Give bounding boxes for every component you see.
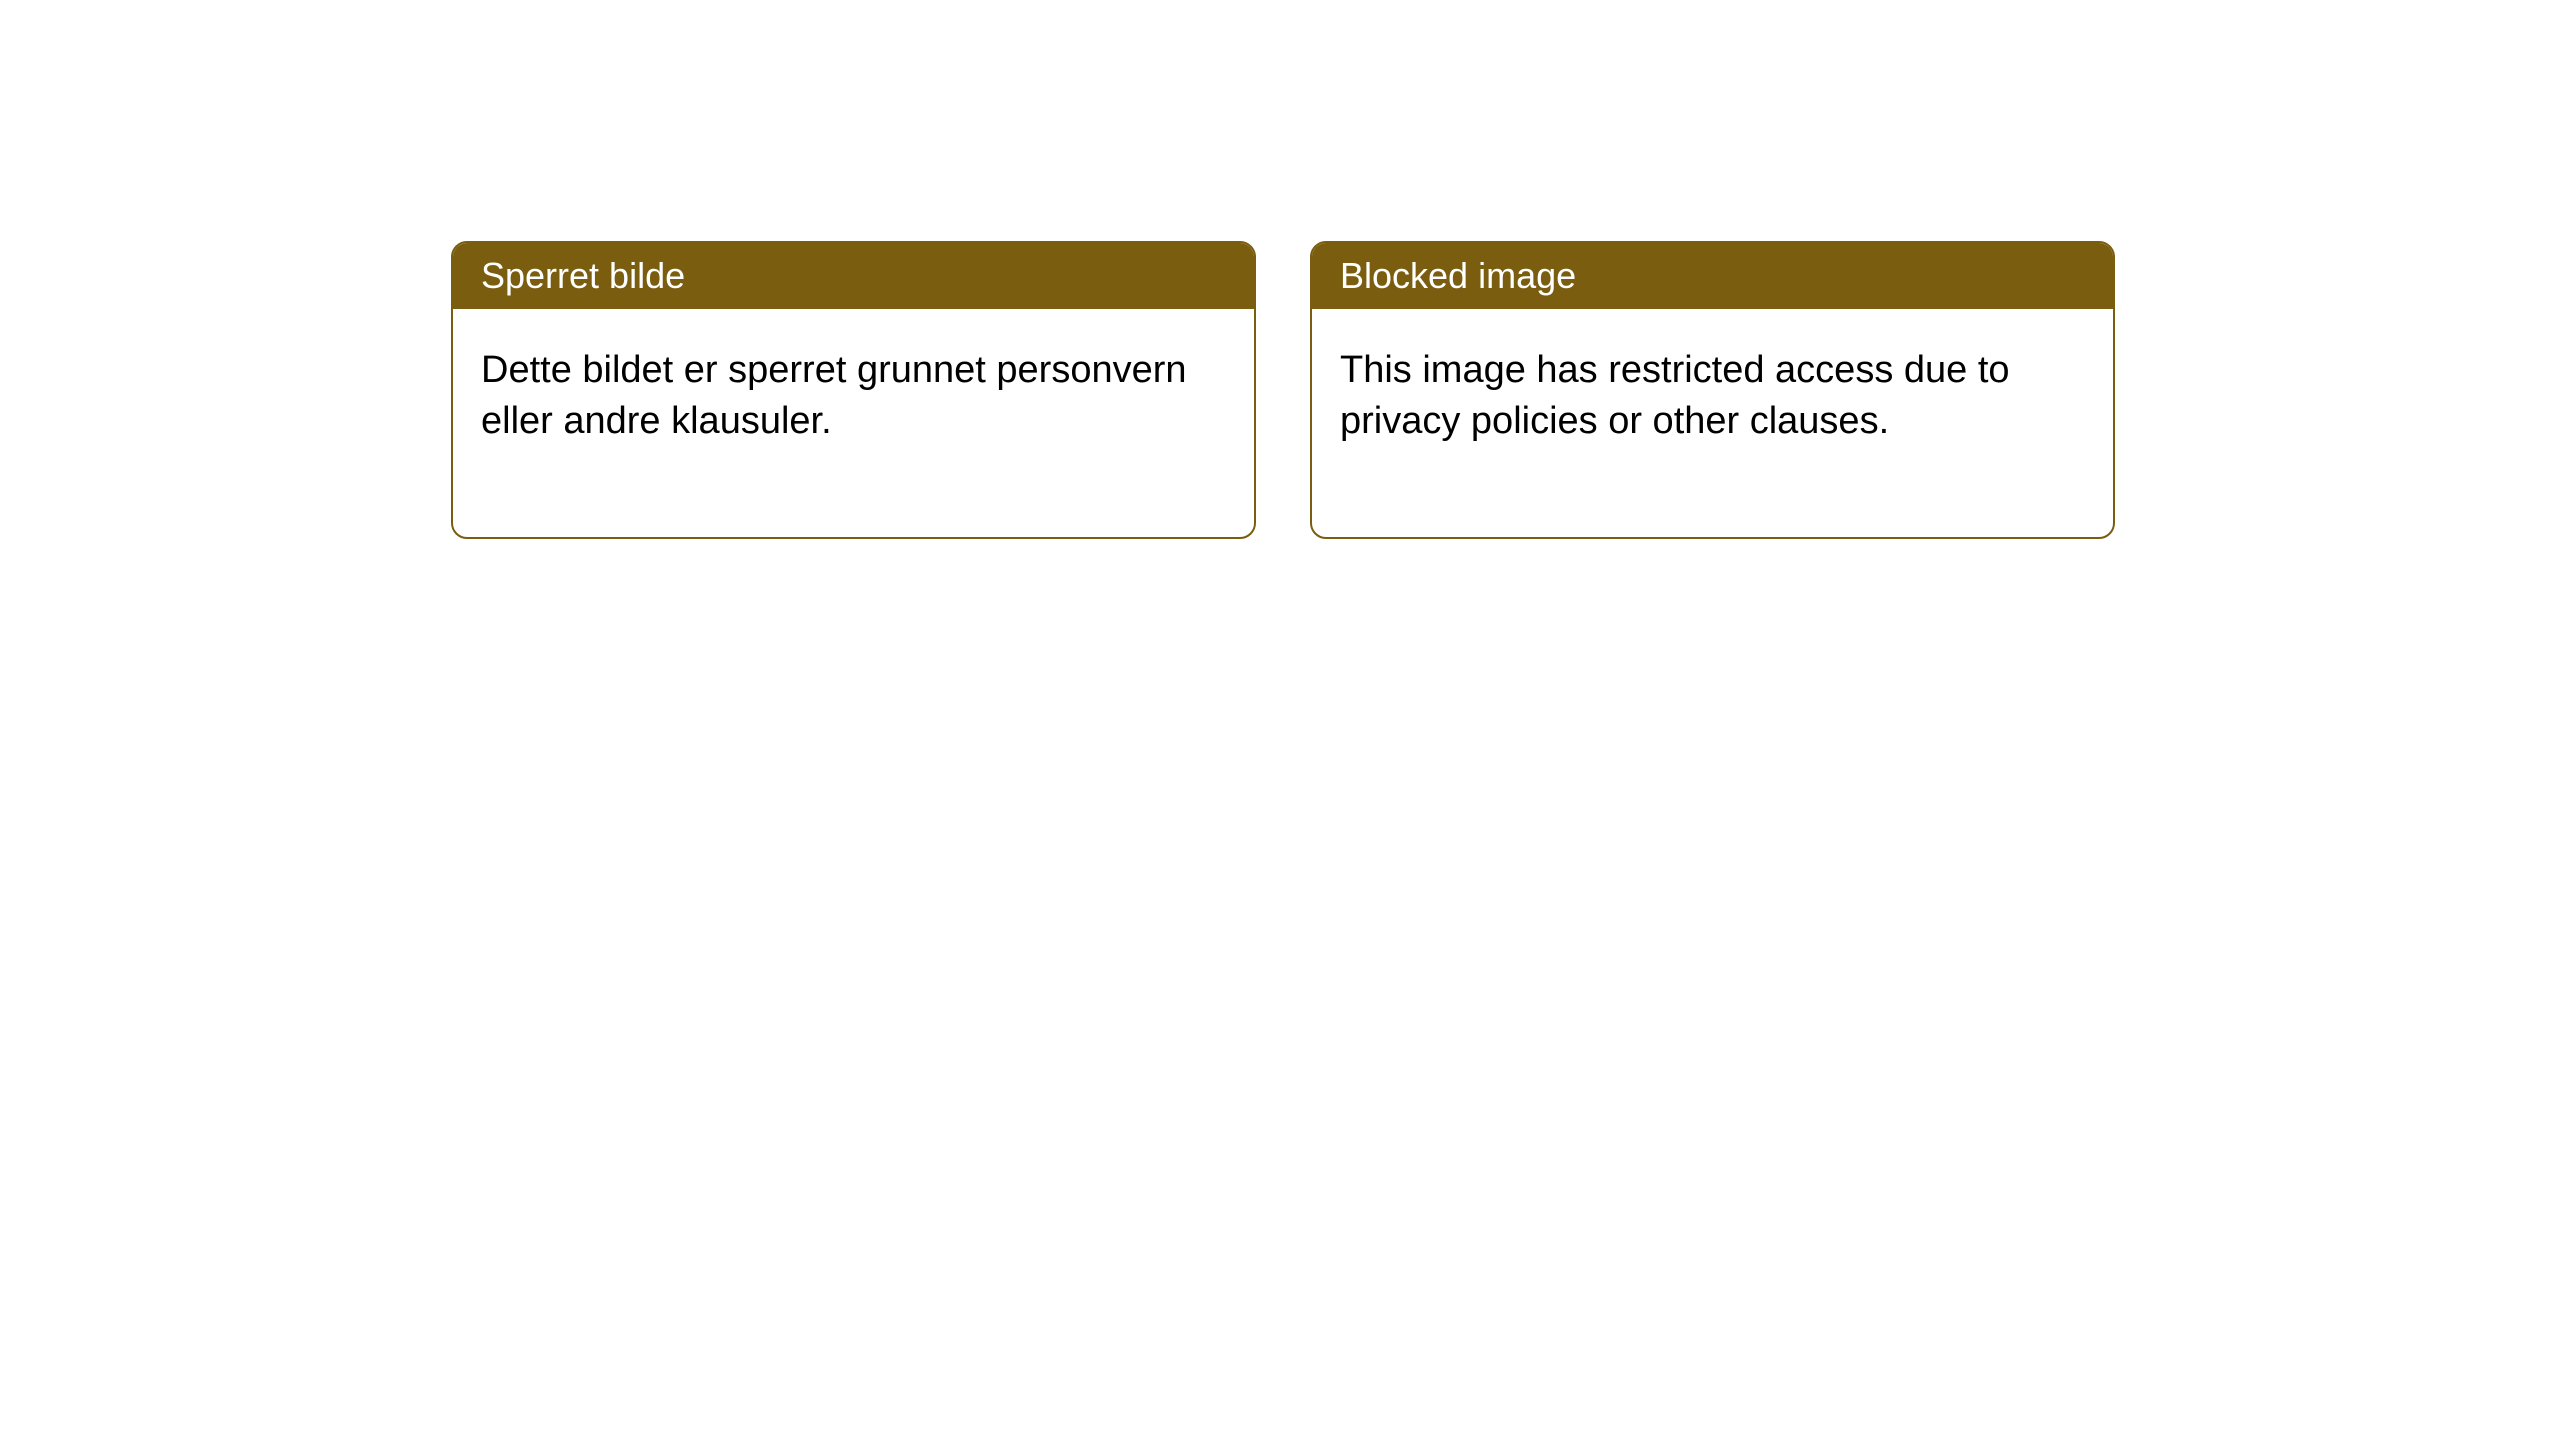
- blocked-image-notice-no: Sperret bilde Dette bildet er sperret gr…: [451, 241, 1256, 539]
- card-header-en: Blocked image: [1312, 243, 2113, 309]
- card-body-en: This image has restricted access due to …: [1312, 309, 2113, 537]
- card-text-no: Dette bildet er sperret grunnet personve…: [481, 349, 1187, 442]
- card-title-en: Blocked image: [1340, 255, 1576, 296]
- card-text-en: This image has restricted access due to …: [1340, 349, 2010, 442]
- card-body-no: Dette bildet er sperret grunnet personve…: [453, 309, 1254, 537]
- notice-container: Sperret bilde Dette bildet er sperret gr…: [0, 0, 2560, 539]
- card-title-no: Sperret bilde: [481, 255, 685, 296]
- card-header-no: Sperret bilde: [453, 243, 1254, 309]
- blocked-image-notice-en: Blocked image This image has restricted …: [1310, 241, 2115, 539]
